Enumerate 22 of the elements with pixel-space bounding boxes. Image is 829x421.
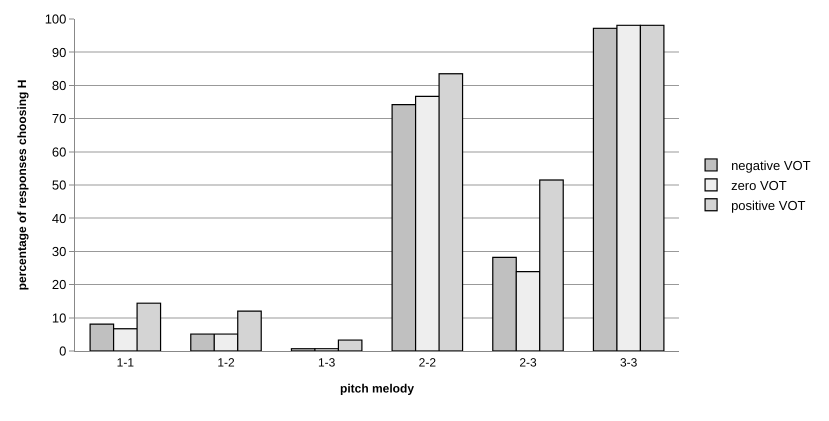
- x-tick-label: 2-2: [418, 355, 436, 370]
- y-tick-label: 20: [52, 277, 66, 292]
- y-tick-label: 40: [52, 210, 66, 226]
- y-tick-label: 100: [44, 12, 66, 27]
- x-tick-label: 2-3: [519, 355, 537, 370]
- legend-label: positive VOT: [731, 198, 806, 213]
- y-tick-label: 70: [52, 111, 66, 126]
- x-axis-title: pitch melody: [340, 381, 414, 396]
- y-tick-label: 30: [52, 244, 66, 259]
- y-tick-label: 10: [52, 310, 66, 326]
- x-tick-label: 1-2: [217, 355, 235, 370]
- y-tick-label: 60: [52, 144, 66, 160]
- legend-label: zero VOT: [731, 178, 787, 193]
- y-tick-label: 50: [52, 178, 66, 193]
- y-tick-label: 90: [52, 44, 66, 60]
- y-tick-label: 0: [59, 344, 66, 359]
- x-tick-label: 3-3: [620, 355, 638, 370]
- y-tick-label: 80: [52, 78, 66, 93]
- legend-label: negative VOT: [731, 158, 811, 174]
- x-tick-label: 1-3: [318, 355, 336, 370]
- y-axis-title: percentage of responses choosing H: [14, 80, 29, 290]
- x-tick-label: 1-1: [116, 355, 134, 370]
